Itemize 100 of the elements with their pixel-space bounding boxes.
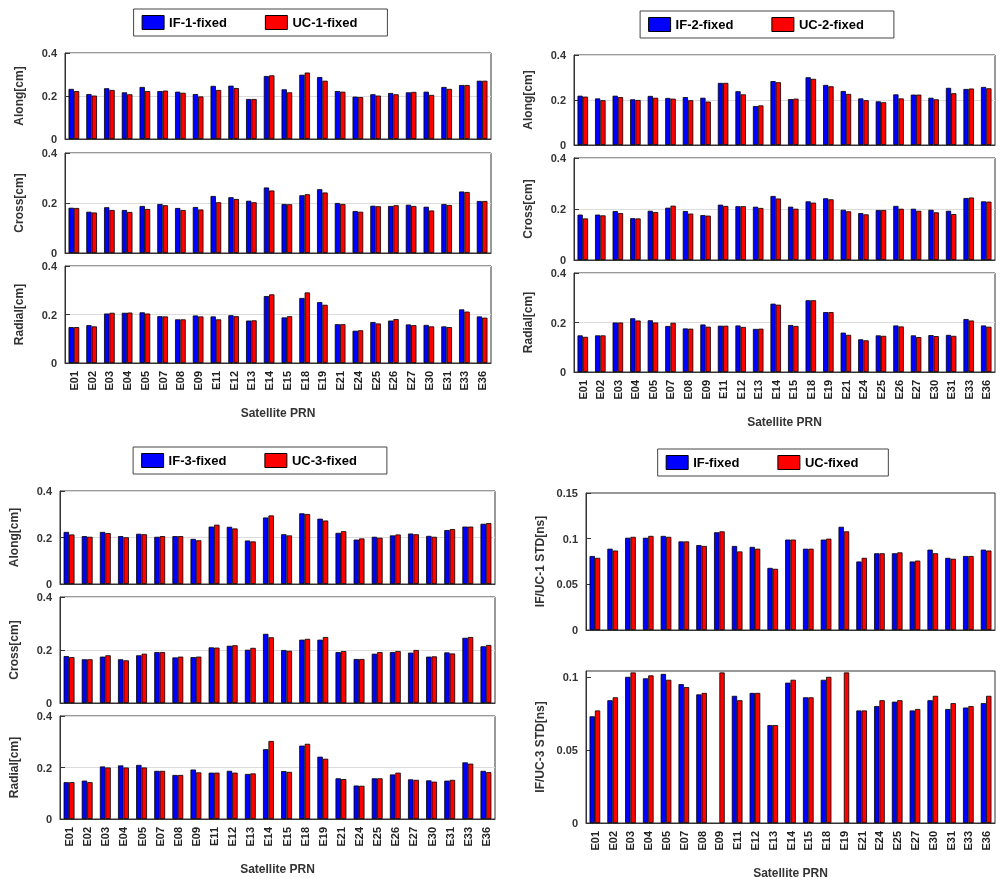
x-tick-label: E09 (192, 371, 205, 391)
y-tick-label: 0.15 (556, 487, 578, 499)
y-axis-title: Radial[cm] (521, 291, 535, 354)
legend-label: UC-3-fixed (291, 453, 357, 468)
x-tick-label: E07 (153, 827, 166, 847)
x-tick-label: E11 (731, 831, 744, 850)
x-tick-label: E19 (316, 827, 329, 847)
x-tick-label: E14 (262, 826, 275, 847)
y-axis-title: IF/UC-3 STD[ns] (532, 701, 547, 793)
legend-label: UC-2-fixed (798, 17, 864, 32)
y-axis-title: IF/UC-1 STD[ns] (532, 515, 547, 608)
x-tick-label: E33 (962, 380, 975, 400)
x-tick-label: E02 (85, 371, 98, 391)
x-tick-label: E11 (717, 380, 730, 399)
y-tick-label: 0.4 (550, 152, 567, 164)
x-tick-label: E09 (699, 380, 712, 400)
x-tick-label: E01 (67, 371, 80, 391)
x-tick-label: E26 (387, 371, 400, 391)
x-tick-label: E08 (171, 827, 184, 847)
x-tick-label: E07 (677, 831, 690, 851)
x-tick-label: E08 (695, 831, 708, 851)
x-tick-label: E33 (962, 831, 975, 851)
x-tick-label: E05 (138, 371, 151, 391)
x-tick-label: E05 (135, 827, 148, 847)
x-tick-label: E26 (389, 827, 402, 847)
bar (719, 672, 725, 823)
x-tick-label: E27 (405, 371, 418, 391)
y-tick-label: 0 (45, 697, 52, 709)
y-axis-title: Along[cm] (12, 66, 26, 126)
x-tick-label: E14 (769, 379, 782, 400)
legend-label: IF-3-fixed (168, 453, 227, 468)
x-tick-label: E31 (443, 827, 456, 847)
x-tick-label: E27 (908, 831, 921, 851)
x-tick-label: E36 (980, 380, 993, 400)
x-tick-label: E15 (280, 827, 293, 847)
y-tick-label: 0.4 (41, 147, 58, 159)
x-tick-label: E12 (227, 371, 240, 391)
y-tick-label: 0.2 (41, 308, 57, 321)
y-tick-label: 0.05 (556, 743, 578, 756)
x-tick-label: E24 (857, 379, 870, 400)
y-tick-label: 0.2 (41, 197, 57, 209)
y-tick-label: 0 (45, 813, 52, 825)
x-axis-title: Satellite PRN (240, 406, 316, 420)
y-tick-label: 0.4 (36, 591, 53, 603)
y-tick-label: 0.2 (36, 644, 52, 656)
legend-label: UC-1-fixed (292, 15, 358, 30)
x-tick-label: E21 (855, 831, 868, 851)
x-tick-label: E24 (353, 826, 366, 847)
x-tick-label: E12 (226, 827, 239, 847)
y-tick-label: 0 (50, 247, 57, 259)
y-tick-label: 0.4 (41, 260, 58, 272)
x-tick-label: E31 (944, 831, 957, 851)
x-axis-title: Satellite PRN (240, 862, 315, 876)
x-tick-label: E25 (874, 380, 887, 400)
y-tick-label: 0.4 (36, 710, 53, 722)
y-tick-label: 0.2 (550, 316, 566, 329)
x-tick-label: E03 (624, 831, 637, 851)
x-tick-label: E04 (117, 826, 130, 847)
legend-label: IF-1-fixed (169, 15, 227, 30)
x-tick-label: E18 (298, 371, 311, 391)
x-tick-label: E18 (804, 380, 817, 400)
x-tick-label: E07 (664, 380, 677, 400)
x-tick-label: E19 (837, 831, 850, 851)
legend-label: IF-fixed (693, 455, 740, 470)
x-tick-label: E14 (784, 830, 797, 851)
x-tick-label: E25 (891, 831, 904, 851)
x-tick-label: E01 (63, 827, 76, 847)
y-axis-title: Along[cm] (7, 507, 21, 568)
x-tick-label: E21 (334, 827, 347, 847)
x-tick-label: E27 (910, 380, 923, 400)
x-tick-label: E04 (642, 830, 655, 851)
x-tick-label: E24 (873, 830, 886, 851)
x-tick-label: E21 (334, 371, 347, 391)
x-tick-label: E18 (820, 831, 833, 851)
x-tick-label: E02 (594, 380, 607, 400)
x-tick-label: E24 (351, 370, 364, 391)
y-tick-label: 0 (559, 254, 566, 266)
x-tick-label: E01 (588, 831, 601, 851)
x-tick-label: E36 (479, 827, 492, 847)
x-tick-label: E31 (440, 371, 453, 391)
x-tick-label: E03 (611, 380, 624, 400)
x-tick-label: E08 (682, 380, 695, 400)
x-tick-label: E27 (407, 827, 420, 847)
x-tick-label: E30 (425, 827, 438, 847)
x-tick-label: E05 (660, 831, 673, 851)
x-tick-label: E25 (369, 371, 382, 391)
y-tick-label: 0.1 (562, 532, 578, 545)
y-tick-label: 0.4 (41, 47, 58, 59)
x-tick-label: E15 (280, 371, 293, 391)
x-tick-label: E26 (892, 380, 905, 400)
y-tick-label: 0.05 (556, 578, 578, 591)
y-tick-label: 0.2 (36, 531, 52, 544)
x-tick-label: E30 (422, 371, 435, 391)
x-axis-title: Satellite PRN (747, 415, 822, 429)
y-tick-label: 0 (571, 624, 578, 636)
x-tick-label: E04 (121, 370, 134, 391)
x-tick-label: E18 (298, 827, 311, 847)
x-tick-label: E36 (980, 831, 993, 851)
y-tick-label: 0.2 (41, 90, 57, 102)
x-tick-label: E19 (822, 380, 835, 400)
